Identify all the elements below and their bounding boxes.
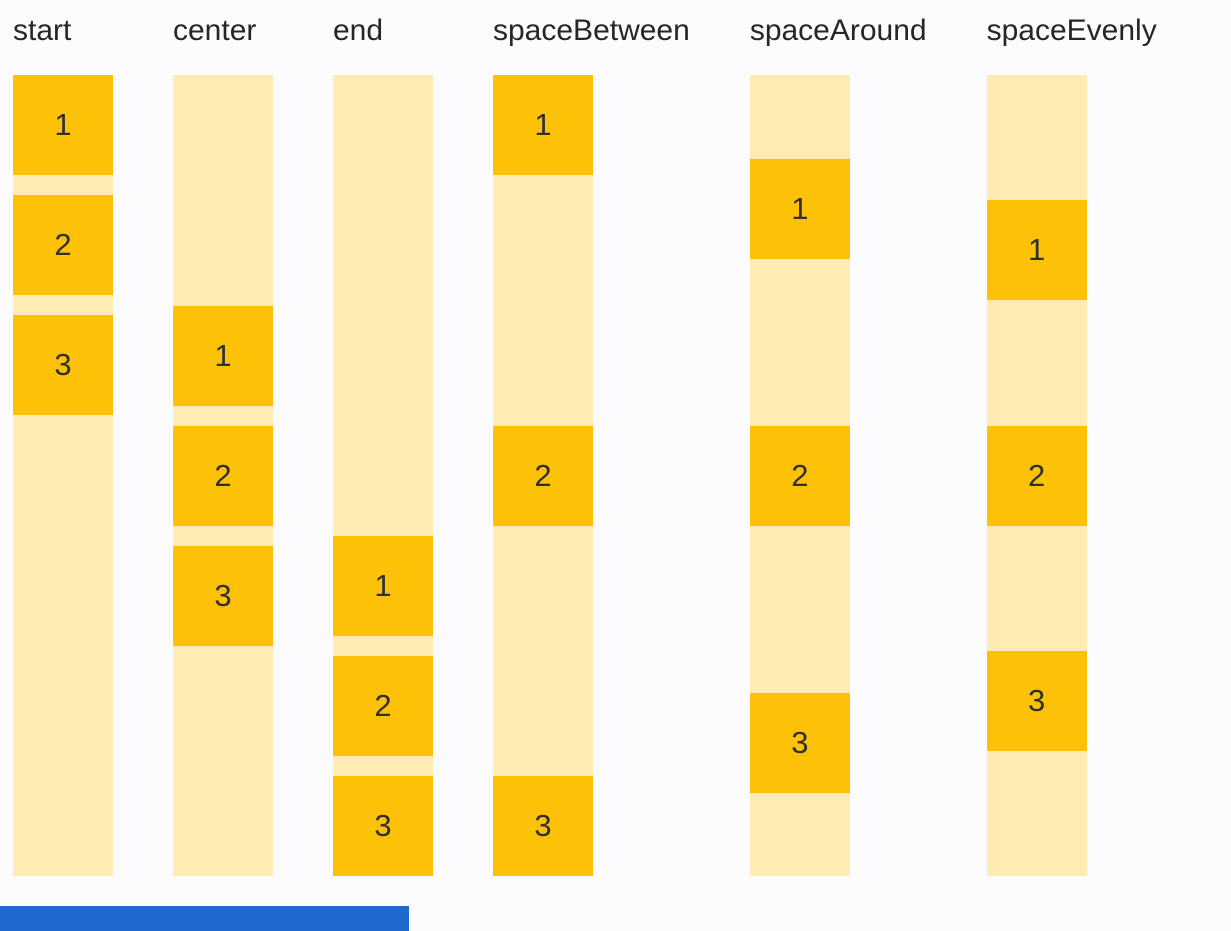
flex-item-2: 2 — [173, 425, 273, 526]
flex-item-1: 1 — [333, 536, 433, 636]
flex-item-1: 1 — [749, 158, 850, 259]
column-label-center: center — [173, 14, 257, 47]
track-space-evenly: 1 2 3 — [986, 75, 1087, 876]
flex-item-2: 2 — [749, 425, 850, 526]
column-label-end: end — [333, 14, 384, 47]
column-space-between: spaceBetween 1 2 3 — [493, 12, 690, 876]
flex-item-3: 3 — [986, 650, 1087, 751]
track-space-between: 1 2 3 — [493, 75, 593, 876]
track-space-around: 1 2 3 — [749, 75, 850, 876]
flex-item-1: 1 — [173, 305, 273, 406]
flex-item-3: 3 — [13, 315, 113, 415]
column-start: start 1 2 3 — [13, 12, 113, 876]
column-label-start: start — [13, 14, 72, 47]
column-space-evenly: spaceEvenly 1 2 3 — [986, 12, 1157, 876]
track-center: 1 2 3 — [173, 75, 273, 876]
flex-item-3: 3 — [493, 776, 593, 876]
progress-bar — [0, 906, 409, 931]
column-label-space-evenly: spaceEvenly — [986, 14, 1157, 47]
flex-item-1: 1 — [986, 200, 1087, 301]
track-start: 1 2 3 — [13, 75, 113, 876]
flex-item-2: 2 — [333, 656, 433, 756]
column-space-around: spaceAround 1 2 3 — [749, 12, 927, 876]
column-label-space-between: spaceBetween — [493, 14, 690, 47]
column-center: center 1 2 3 — [173, 12, 273, 876]
track-end: 1 2 3 — [333, 75, 433, 876]
column-end: end 1 2 3 — [333, 12, 433, 876]
flex-item-1: 1 — [493, 75, 593, 175]
flex-item-2: 2 — [493, 425, 593, 526]
flex-item-3: 3 — [173, 545, 273, 646]
flex-item-1: 1 — [13, 75, 113, 175]
flex-item-2: 2 — [13, 195, 113, 295]
column-label-space-around: spaceAround — [749, 14, 927, 47]
columns-row: start 1 2 3 center 1 2 3 end 1 2 3 — [13, 12, 1231, 876]
flex-item-3: 3 — [749, 692, 850, 793]
flex-item-2: 2 — [986, 425, 1087, 526]
flex-item-3: 3 — [333, 776, 433, 876]
